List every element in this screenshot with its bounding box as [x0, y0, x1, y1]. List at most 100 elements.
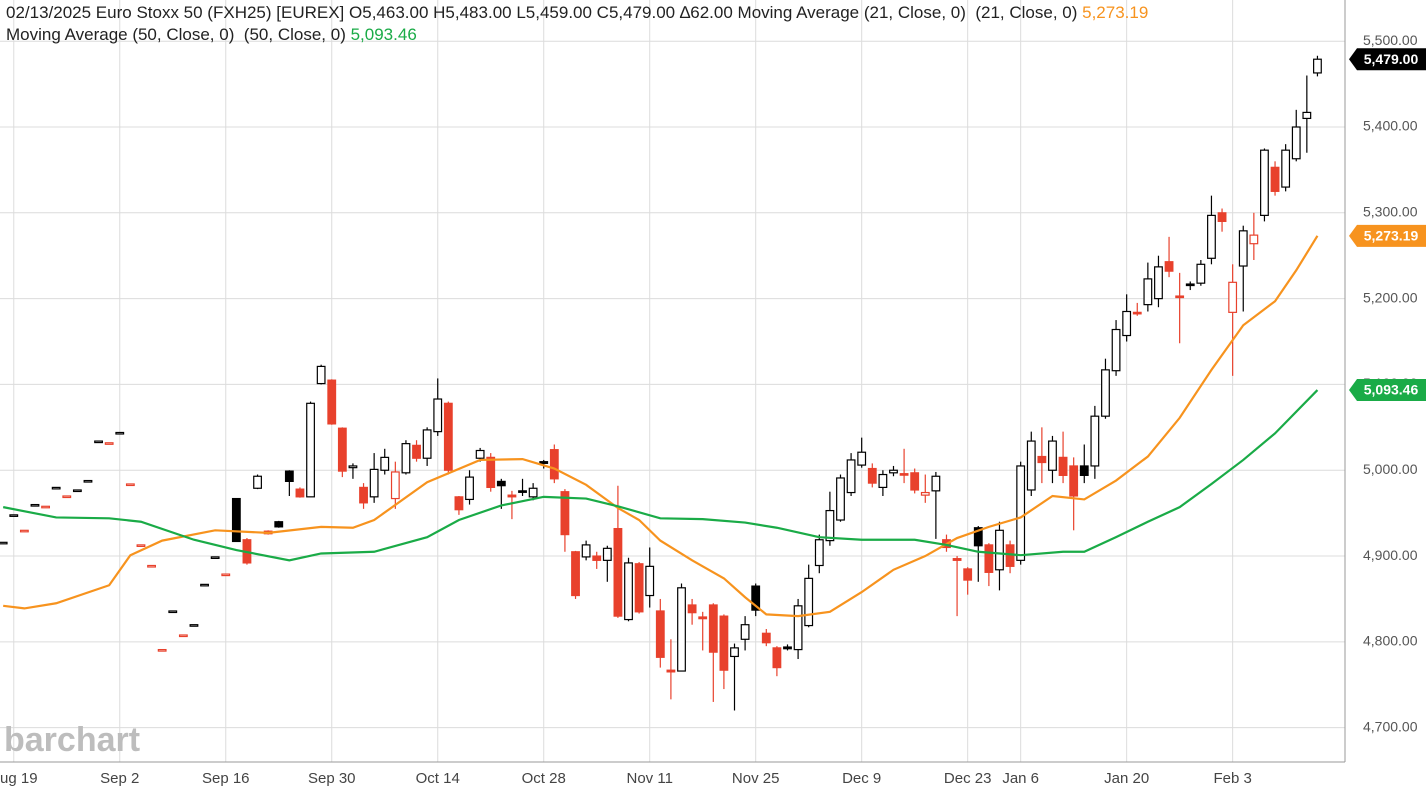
candle-body — [1185, 283, 1195, 287]
candle-body — [19, 529, 29, 533]
candle-body — [1026, 440, 1036, 491]
candle-body — [125, 483, 135, 487]
candle-body — [210, 556, 220, 560]
candle-body — [115, 431, 125, 435]
series-value-tag: 5,273.19 — [1364, 228, 1419, 244]
candle-body — [412, 444, 421, 459]
candle-body — [359, 486, 368, 504]
candle-body — [231, 497, 241, 543]
candle-body — [1196, 263, 1206, 284]
title: 02/13/2025 Euro Stoxx 50 (FXH25) [EUREX] — [6, 3, 345, 22]
candle-body — [889, 469, 898, 474]
candle-body — [613, 527, 623, 617]
candle-body — [602, 547, 612, 561]
x-tick-label: Dec 9 — [842, 770, 881, 787]
candle-body — [337, 427, 347, 472]
candle-body — [51, 486, 61, 490]
moving-average-line — [3, 235, 1319, 618]
candle-body — [9, 514, 19, 517]
x-tick-label: Nov 25 — [732, 770, 780, 787]
x-tick-label: Oct 14 — [416, 770, 460, 787]
y-tick-label: 4,900.00 — [1363, 547, 1418, 563]
candle-body — [1281, 149, 1291, 188]
candle-body — [253, 475, 262, 489]
candle-body — [539, 461, 549, 464]
candle-body — [624, 562, 633, 621]
candle-body — [634, 563, 644, 613]
candle-body — [984, 544, 994, 573]
series-value-tag-box — [1349, 379, 1426, 402]
candle-body — [1058, 456, 1068, 476]
candle-body — [104, 442, 114, 445]
candle-body — [1090, 415, 1100, 467]
candle-body — [62, 495, 72, 499]
candle-body — [147, 564, 156, 568]
candle-body — [655, 610, 665, 658]
x-tick-label: Jan 20 — [1104, 770, 1149, 787]
candle-body — [1217, 212, 1227, 222]
candle-body — [963, 568, 973, 581]
candle-body — [443, 402, 453, 471]
candle-body — [920, 491, 930, 496]
y-tick-label: 5,200.00 — [1363, 289, 1418, 305]
candle-body — [1132, 311, 1142, 315]
candle-body — [793, 605, 803, 651]
x-tick-label: Nov 11 — [627, 770, 673, 787]
x-tick-label: Dec 23 — [944, 770, 992, 787]
candle-body — [698, 616, 708, 620]
candle-body — [761, 632, 771, 644]
candle-body — [1143, 278, 1153, 306]
candle-body — [348, 465, 358, 469]
candle-body — [1037, 455, 1047, 464]
series-value-tag-box — [1349, 224, 1426, 247]
candle-body — [401, 443, 411, 474]
last-price-tag-box — [1349, 48, 1426, 71]
legend-value: 5,273.19 — [1082, 3, 1149, 22]
candle-body — [772, 647, 782, 669]
candle-body — [507, 494, 517, 498]
legend-entry: Moving Average (21, Close, 0) (21, Close… — [737, 3, 1078, 22]
last-price-tag: 5,479.00 — [1364, 51, 1419, 67]
candle-body — [1069, 465, 1079, 497]
candle-body — [1154, 266, 1163, 300]
candle-body — [465, 476, 474, 501]
series-value-tag: 5,093.46 — [1364, 382, 1419, 398]
candle-body — [1122, 310, 1132, 337]
candle-body — [295, 488, 305, 498]
candle-body — [666, 669, 676, 673]
candle-body — [327, 379, 337, 425]
candle-body — [1228, 281, 1238, 313]
candle-body — [878, 473, 888, 489]
candle-body — [0, 541, 8, 545]
candle-body — [284, 470, 294, 482]
x-tick-label: Oct 28 — [522, 770, 566, 787]
candle-body — [814, 539, 824, 567]
candle-body — [783, 646, 792, 650]
watermark: barchart — [4, 721, 140, 759]
x-tick-label: Aug 19 — [0, 770, 38, 787]
candle-body — [1079, 465, 1089, 476]
candle-body — [390, 471, 400, 500]
legend-entry: Moving Average (50, Close, 0) (50, Close… — [6, 25, 346, 44]
candle-body — [178, 634, 188, 638]
candle-body — [496, 480, 506, 487]
candle-body — [41, 505, 50, 509]
candle-body — [1260, 149, 1269, 216]
candle-body — [454, 496, 464, 511]
candle-body — [189, 624, 199, 627]
candle-body — [560, 491, 570, 536]
candle-body — [1101, 369, 1110, 417]
y-tick-label: 5,000.00 — [1363, 461, 1418, 477]
legend-value: 5,093.46 — [350, 25, 417, 44]
y-tick-label: 5,400.00 — [1363, 118, 1418, 134]
candle-body — [645, 565, 655, 597]
candle-body — [751, 585, 761, 611]
candle-body — [995, 529, 1004, 571]
candle-body — [306, 402, 315, 498]
candle-body — [730, 647, 739, 658]
candle-body — [200, 583, 209, 587]
candle-body — [846, 459, 856, 494]
candle-body — [931, 475, 941, 492]
candle-body — [1270, 166, 1280, 192]
